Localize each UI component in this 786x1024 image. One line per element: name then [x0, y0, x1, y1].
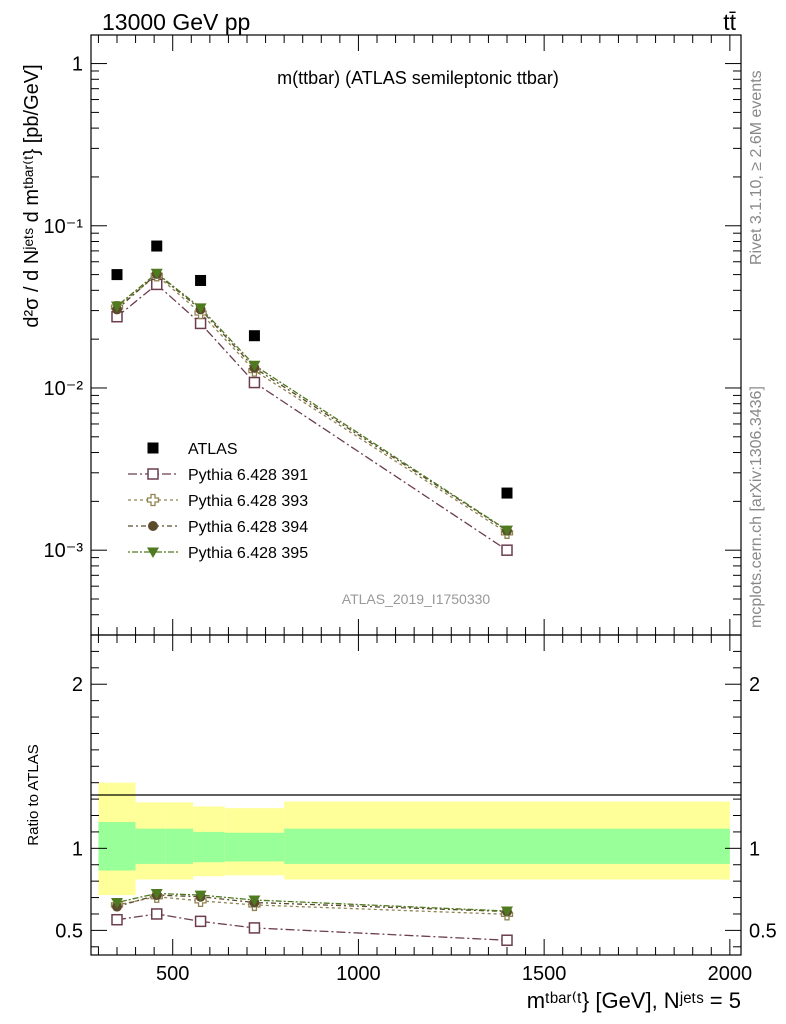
legend-label: Pythia 6.428 394 [188, 519, 308, 536]
legend-marker [147, 468, 159, 480]
main-ticks: 10⁻³ 10⁻² 10⁻¹ 1 [44, 35, 741, 636]
main-data-point [194, 317, 207, 330]
main-data-point [248, 376, 261, 389]
ratio-inner-band [193, 831, 225, 863]
ratio-data-point [111, 913, 123, 926]
ratio-series-lines [116, 892, 508, 941]
main-series-line [116, 283, 508, 551]
main-panel: 10⁻³ 10⁻² 10⁻¹ 1 m(ttbar) (ATLAS semilepton… [21, 34, 742, 636]
ratio-inner-band [165, 828, 194, 864]
main-ytick-label: 10⁻² [44, 378, 84, 400]
ratio-data-point [111, 897, 123, 909]
main-ytick-label: 10⁻¹ [44, 216, 84, 238]
ratio-inner-band [98, 822, 136, 871]
main-series-markers [110, 240, 514, 556]
mcplots-label: mcplots.cern.ch [arXiv:1306.3436] [748, 386, 765, 628]
legend-marker [147, 547, 159, 558]
main-series-line [116, 272, 508, 531]
rivet-label: Rivet 3.1.10, ≥ 2.6M events [748, 70, 765, 265]
main-ytick-label: 10⁻³ [44, 540, 84, 562]
ratio-ticks: 0.5 0.5 1 1 2 2 500 1000 1500 2000 [55, 635, 777, 985]
legend-marker [146, 493, 160, 507]
ratio-ylabel: Ratio to ATLAS [25, 744, 42, 845]
ratio-frame [90, 634, 742, 956]
ratio-panel: 0.5 0.5 1 1 2 2 500 1000 1500 2000 Ratio to ATLAS… [25, 634, 777, 1013]
ratio-data-point [501, 906, 513, 918]
main-data-point [111, 269, 123, 281]
main-data-point [501, 544, 513, 556]
main-ytick-label: 1 [72, 54, 83, 76]
main-series-line [116, 274, 508, 534]
ratio-series-line [116, 896, 508, 915]
main-data-point [501, 487, 513, 499]
ratio-data-point [194, 915, 207, 928]
ratio-ytick-label-right: 0.5 [749, 920, 777, 942]
legend-label: ATLAS [188, 441, 238, 458]
ratio-ytick-label-left: 0.5 [55, 920, 83, 942]
ratio-data-point [194, 890, 207, 902]
main-ylabel: d²σ / d Nʲᵉᵗˢ d mᵗᵇᵃʳ⁽ᵗ} [pb/GeV] [21, 64, 43, 327]
main-series-line [116, 273, 508, 532]
ratio-data-point [501, 934, 513, 946]
main-data-point [194, 303, 207, 314]
ratio-xlabel: mᵗᵇᵃʳ⁽ᵗ} [GeV], Nʲᵉᵗˢ = 5 [527, 988, 741, 1013]
ratio-ytick-label-left: 1 [72, 838, 83, 860]
ratio-xtick-label: 1000 [336, 963, 381, 985]
ratio-series-line [116, 894, 508, 913]
ratio-ytick-label-right: 2 [749, 674, 760, 696]
legend-label: Pythia 6.428 395 [188, 545, 308, 562]
main-watermark: ATLAS_2019_I1750330 [342, 591, 491, 607]
legend: ATLAS Pythia 6.428 391 Pythia 6.428 393 Pyt… [128, 441, 308, 562]
ratio-data-point [248, 922, 261, 934]
main-data-point [248, 330, 260, 342]
ratio-data-point [150, 888, 163, 900]
main-title: m(ttbar) (ATLAS semileptonic ttbar) [277, 68, 559, 88]
ratio-ytick-label-right: 1 [749, 838, 760, 860]
header-left-label: 13000 GeV pp [102, 9, 250, 35]
ratio-xtick-label: 2000 [708, 963, 753, 985]
legend-marker [148, 521, 158, 531]
header-right-label: tt̄ [723, 9, 736, 35]
ratio-series-line [116, 913, 508, 941]
main-data-point [150, 268, 163, 280]
ratio-inner-band [284, 828, 730, 864]
main-data-point [501, 525, 513, 537]
ratio-ytick-label-left: 2 [72, 674, 83, 696]
ratio-inner-band [135, 828, 166, 864]
main-series-lines [116, 272, 508, 551]
ratio-xtick-label: 500 [156, 963, 189, 985]
ratio-series-markers [110, 888, 514, 946]
legend-marker [147, 442, 159, 454]
ratio-data-point [248, 895, 261, 907]
ratio-data-point [150, 908, 163, 920]
main-data-point [111, 301, 123, 313]
ratio-xtick-label: 1500 [522, 963, 567, 985]
main-data-point [248, 360, 261, 372]
main-data-point [151, 240, 163, 252]
legend-label: Pythia 6.428 391 [188, 467, 308, 484]
legend-label: Pythia 6.428 393 [188, 493, 308, 510]
main-data-point [195, 274, 207, 286]
ratio-inner-band [224, 832, 285, 862]
ratio-uncertainty-bands [98, 782, 730, 896]
